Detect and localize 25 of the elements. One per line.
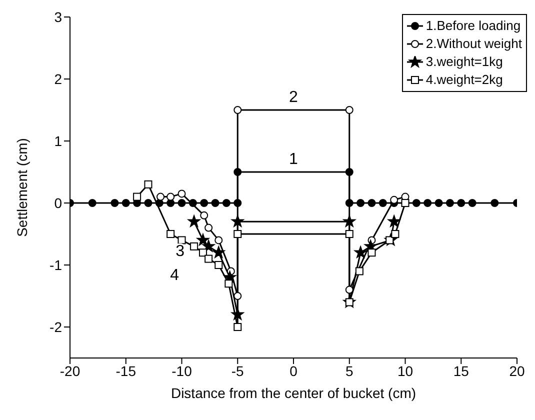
y-tick-label: 2 [54,70,62,87]
legend-label: 4.weight=2kg [426,71,503,89]
y-tick-label: 3 [54,8,62,25]
x-tick-label: 0 [290,362,298,379]
legend-label: 1.Before loading [426,17,521,35]
y-tick-label: -2 [50,318,62,335]
x-tick-label: 5 [345,362,354,379]
annotation: 4 [170,267,180,284]
x-tick-label: -20 [60,362,80,379]
legend-label: 2.Without weight [426,35,522,53]
annotation: 3 [176,242,185,260]
annotation: 1 [289,151,298,168]
x-tick-label: 15 [453,362,470,379]
x-tick-label: 20 [509,362,525,379]
y-tick-label: 0 [54,194,62,211]
x-tick-label: -15 [116,362,136,379]
x-axis-title: Distance from the center of bucket (cm) [170,385,416,401]
x-tick-label: 10 [397,362,414,379]
x-tick-label: -10 [172,362,192,379]
annotation: 2 [289,89,298,106]
y-axis-title: Settlement (cm) [14,138,30,237]
x-tick-label: -5 [231,362,244,379]
y-tick-label: 1 [54,132,62,149]
y-tick-label: -1 [50,256,62,273]
legend-label: 3.weight=1kg [426,53,503,71]
